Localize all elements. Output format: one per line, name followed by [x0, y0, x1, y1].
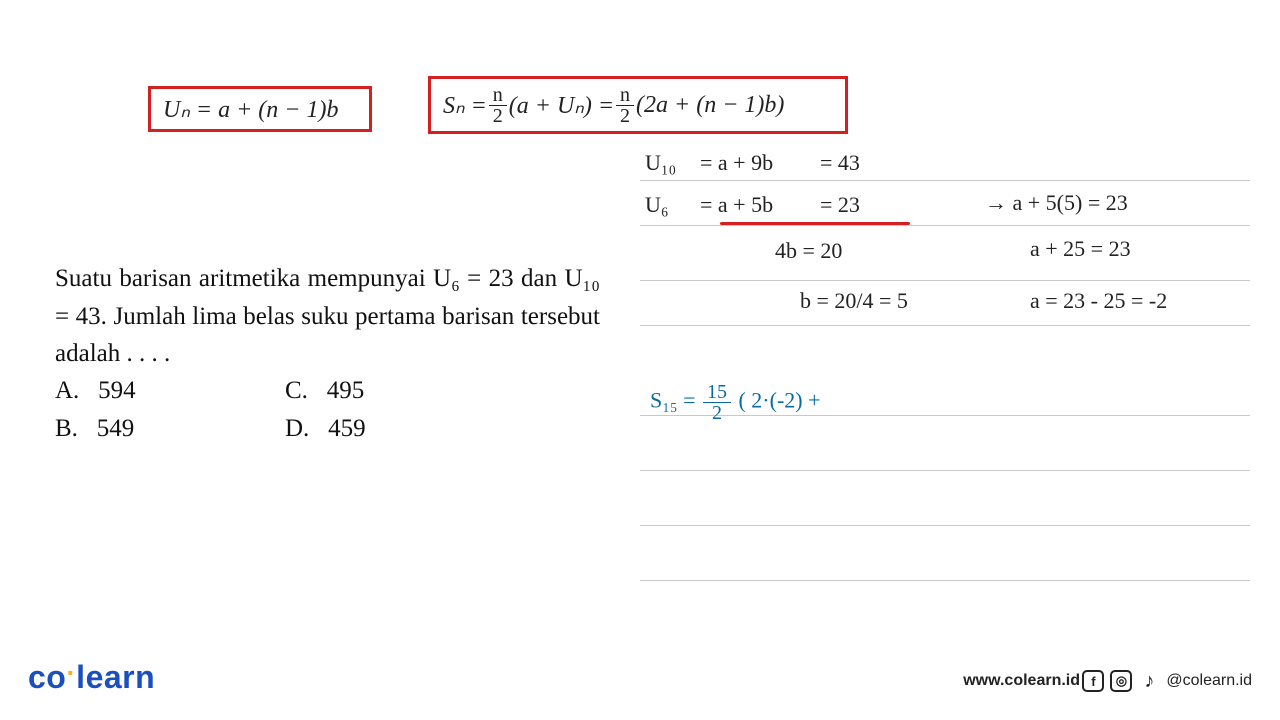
work-b: b = 20/4 = 5: [800, 288, 908, 314]
frac-den: 2: [708, 403, 726, 423]
formula-un: Uₙ = a + (n − 1)b: [163, 95, 338, 124]
work-s15-lhs: S₁₅ =: [650, 388, 695, 413]
footer: co·learn www.colearn.id f ◎ ♪ @colearn.i…: [0, 656, 1280, 696]
option-c: C. 495: [285, 372, 515, 410]
formula-sn-mid: (a + Uₙ) =: [509, 91, 614, 120]
formula-sn-box: Sₙ = n 2 (a + Uₙ) = n 2 (2a + (n − 1)b): [428, 76, 848, 134]
facebook-icon: f: [1082, 670, 1104, 692]
frac-num: 15: [703, 382, 731, 403]
rule-line: [640, 225, 1250, 226]
work-sub2: a + 25 = 23: [1030, 236, 1131, 262]
frac-num: n: [616, 85, 634, 106]
option-b-val: 549: [97, 415, 135, 442]
rule-line: [640, 325, 1250, 326]
option-c-val: 495: [327, 377, 365, 404]
frac-den: 2: [489, 106, 507, 126]
social-handle: @colearn.id: [1166, 672, 1252, 690]
option-d: D. 459: [285, 410, 515, 448]
work-u6-mid: = a + 5b: [700, 192, 773, 218]
logo: co·learn: [28, 659, 155, 696]
work-s15-frac: 15 2: [703, 382, 731, 423]
formula-un-box: Uₙ = a + (n − 1)b: [148, 86, 372, 132]
rule-line: [640, 580, 1250, 581]
page: Uₙ = a + (n − 1)b Sₙ = n 2 (a + Uₙ) = n …: [0, 0, 1280, 720]
work-sub3: a = 23 - 25 = -2: [1030, 288, 1167, 314]
formula-sn-lhs: Sₙ =: [443, 91, 487, 120]
site-url: www.colearn.id: [963, 672, 1080, 690]
option-a-val: 594: [98, 377, 136, 404]
frac-den: 2: [616, 106, 634, 126]
work-u6-lhs: U₆: [645, 192, 669, 218]
logo-co: co: [28, 659, 66, 695]
logo-learn: learn: [76, 659, 155, 695]
work-sub1: → a + 5(5) = 23: [985, 190, 1128, 216]
work-u10-rhs: = 43: [820, 150, 860, 176]
logo-dot: ·: [66, 657, 76, 688]
rule-line: [640, 280, 1250, 281]
socials: f ◎ ♪ @colearn.id: [1082, 670, 1252, 692]
option-a: A. 594: [55, 372, 285, 410]
formula-sn-frac1: n 2: [489, 85, 507, 126]
frac-num: n: [489, 85, 507, 106]
underline-red: [720, 222, 910, 225]
problem-text: Suatu barisan aritmetika mempunyai U₆ = …: [55, 260, 600, 373]
work-4b: 4b = 20: [775, 238, 842, 264]
option-b: B. 549: [55, 410, 285, 448]
formula-sn-rhs: (2a + (n − 1)b): [636, 92, 784, 119]
work-u10-mid: = a + 9b: [700, 150, 773, 176]
options: A. 594 C. 495 B. 549 D. 459: [55, 372, 600, 447]
option-d-val: 459: [328, 415, 366, 442]
rule-line: [640, 525, 1250, 526]
instagram-icon: ◎: [1110, 670, 1132, 692]
rule-line: [640, 180, 1250, 181]
work-u6-rhs: = 23: [820, 192, 860, 218]
formula-sn-frac2: n 2: [616, 85, 634, 126]
rule-line: [640, 470, 1250, 471]
work-s15-rhs: ( 2·(-2) +: [738, 388, 820, 413]
work-s15: S₁₅ = 15 2 ( 2·(-2) +: [650, 382, 821, 423]
work-u10-lhs: U₁₀: [645, 150, 676, 176]
tiktok-icon: ♪: [1138, 670, 1160, 692]
